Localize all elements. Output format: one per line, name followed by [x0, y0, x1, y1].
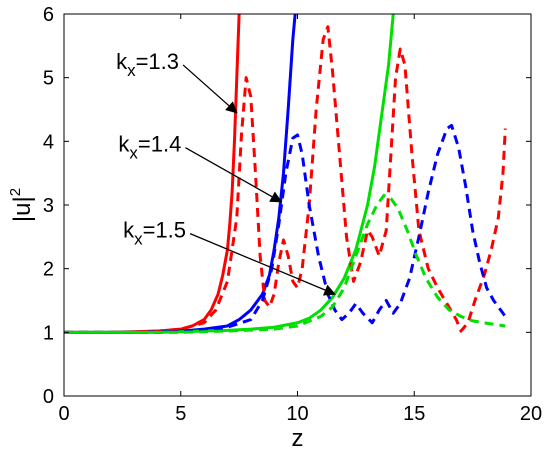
y-tick-label: 3 [43, 195, 54, 217]
y-tick-label: 0 [43, 386, 54, 408]
series-line-5 [64, 123, 507, 334]
annotation-arrow [185, 147, 283, 203]
axis-ticks: 0 5 10 15 20 0 1 2 3 4 5 6 [43, 4, 542, 425]
y-axis-label: |u|2 [7, 188, 36, 222]
annotations: kx=1.3 kx=1.4 kx=1.5 [116, 49, 336, 296]
series-layer [64, 14, 507, 334]
x-tick-label: 10 [286, 403, 308, 425]
y-tick-label: 1 [43, 322, 54, 344]
annotation-label: kx=1.4 [118, 132, 181, 163]
y-tick-label: 5 [43, 68, 54, 90]
x-tick-label: 0 [58, 403, 69, 425]
x-axis-label: z [292, 425, 304, 452]
annotation-label: kx=1.3 [116, 49, 179, 80]
y-tick-label: 6 [43, 4, 54, 26]
y-axis-label-base: |u| [9, 196, 36, 222]
annotation-arrow [182, 64, 238, 114]
x-tick-label: 20 [520, 403, 542, 425]
series-line-6 [64, 193, 506, 334]
y-tick-label: 2 [43, 259, 54, 281]
annotation-label: kx=1.5 [123, 218, 186, 249]
x-tick-label: 15 [403, 403, 425, 425]
y-tick-label: 4 [43, 131, 54, 153]
y-axis-label-superscript: 2 [7, 188, 24, 196]
x-tick-label: 5 [175, 403, 186, 425]
annotation-arrow [189, 233, 336, 296]
